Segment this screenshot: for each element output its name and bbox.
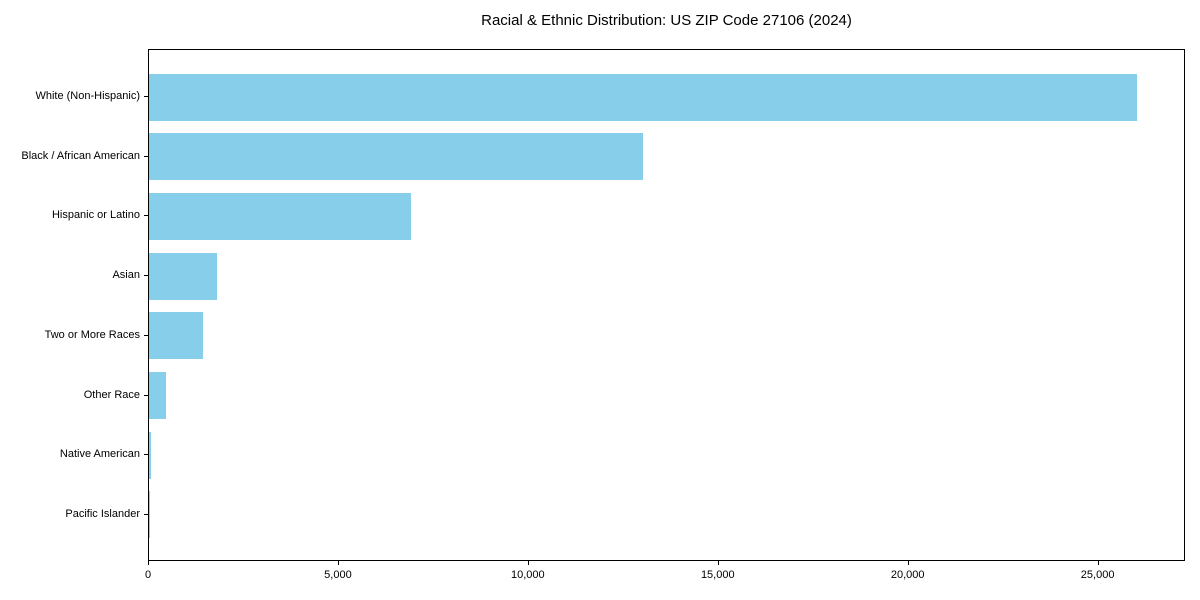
x-tick-mark xyxy=(148,561,149,565)
y-tick-mark xyxy=(144,155,148,157)
y-tick-label: Hispanic or Latino xyxy=(51,209,140,222)
bar-other-race xyxy=(149,372,167,419)
x-tick-mark xyxy=(527,561,529,565)
x-tick-label: 15,000 xyxy=(700,569,735,581)
x-tick-label: 10,000 xyxy=(511,569,545,581)
bar-black-african-american xyxy=(149,133,643,181)
bar-two-or-more-races xyxy=(149,312,203,360)
y-tick-mark xyxy=(144,96,148,98)
x-tick-label: 20,000 xyxy=(890,569,925,581)
y-tick-mark xyxy=(144,513,148,515)
y-tick-label: Native American xyxy=(59,448,140,461)
x-tick-label: 5,000 xyxy=(324,569,352,581)
x-tick-label: 25,000 xyxy=(1080,569,1115,581)
bar-asian xyxy=(149,252,217,300)
y-tick-label: Black / African American xyxy=(21,149,140,162)
y-tick-mark xyxy=(144,215,148,217)
plot-area xyxy=(148,49,1185,561)
chart-title: Racial & Ethnic Distribution: US ZIP Cod… xyxy=(481,12,852,29)
x-tick-mark xyxy=(717,561,719,565)
y-tick-mark xyxy=(144,334,148,336)
y-tick-label: Other Race xyxy=(83,388,140,401)
bar-pacific-islander xyxy=(149,491,150,539)
y-tick-label: Pacific Islander xyxy=(65,507,140,520)
x-tick-mark xyxy=(907,561,909,565)
x-tick-mark xyxy=(337,561,339,565)
bar-white-non-hispanic xyxy=(149,73,1137,121)
x-tick-mark xyxy=(1097,561,1099,565)
bar-hispanic-or-latino xyxy=(149,192,412,240)
bar-native-american xyxy=(149,431,151,479)
y-tick-mark xyxy=(144,275,148,277)
y-tick-label: White (Non-Hispanic) xyxy=(35,90,140,103)
y-tick-mark xyxy=(144,394,148,396)
y-tick-label: Asian xyxy=(112,269,140,282)
y-tick-mark xyxy=(144,454,148,456)
y-tick-label: Two or More Races xyxy=(44,328,140,341)
x-tick-label: 0 xyxy=(144,569,152,581)
